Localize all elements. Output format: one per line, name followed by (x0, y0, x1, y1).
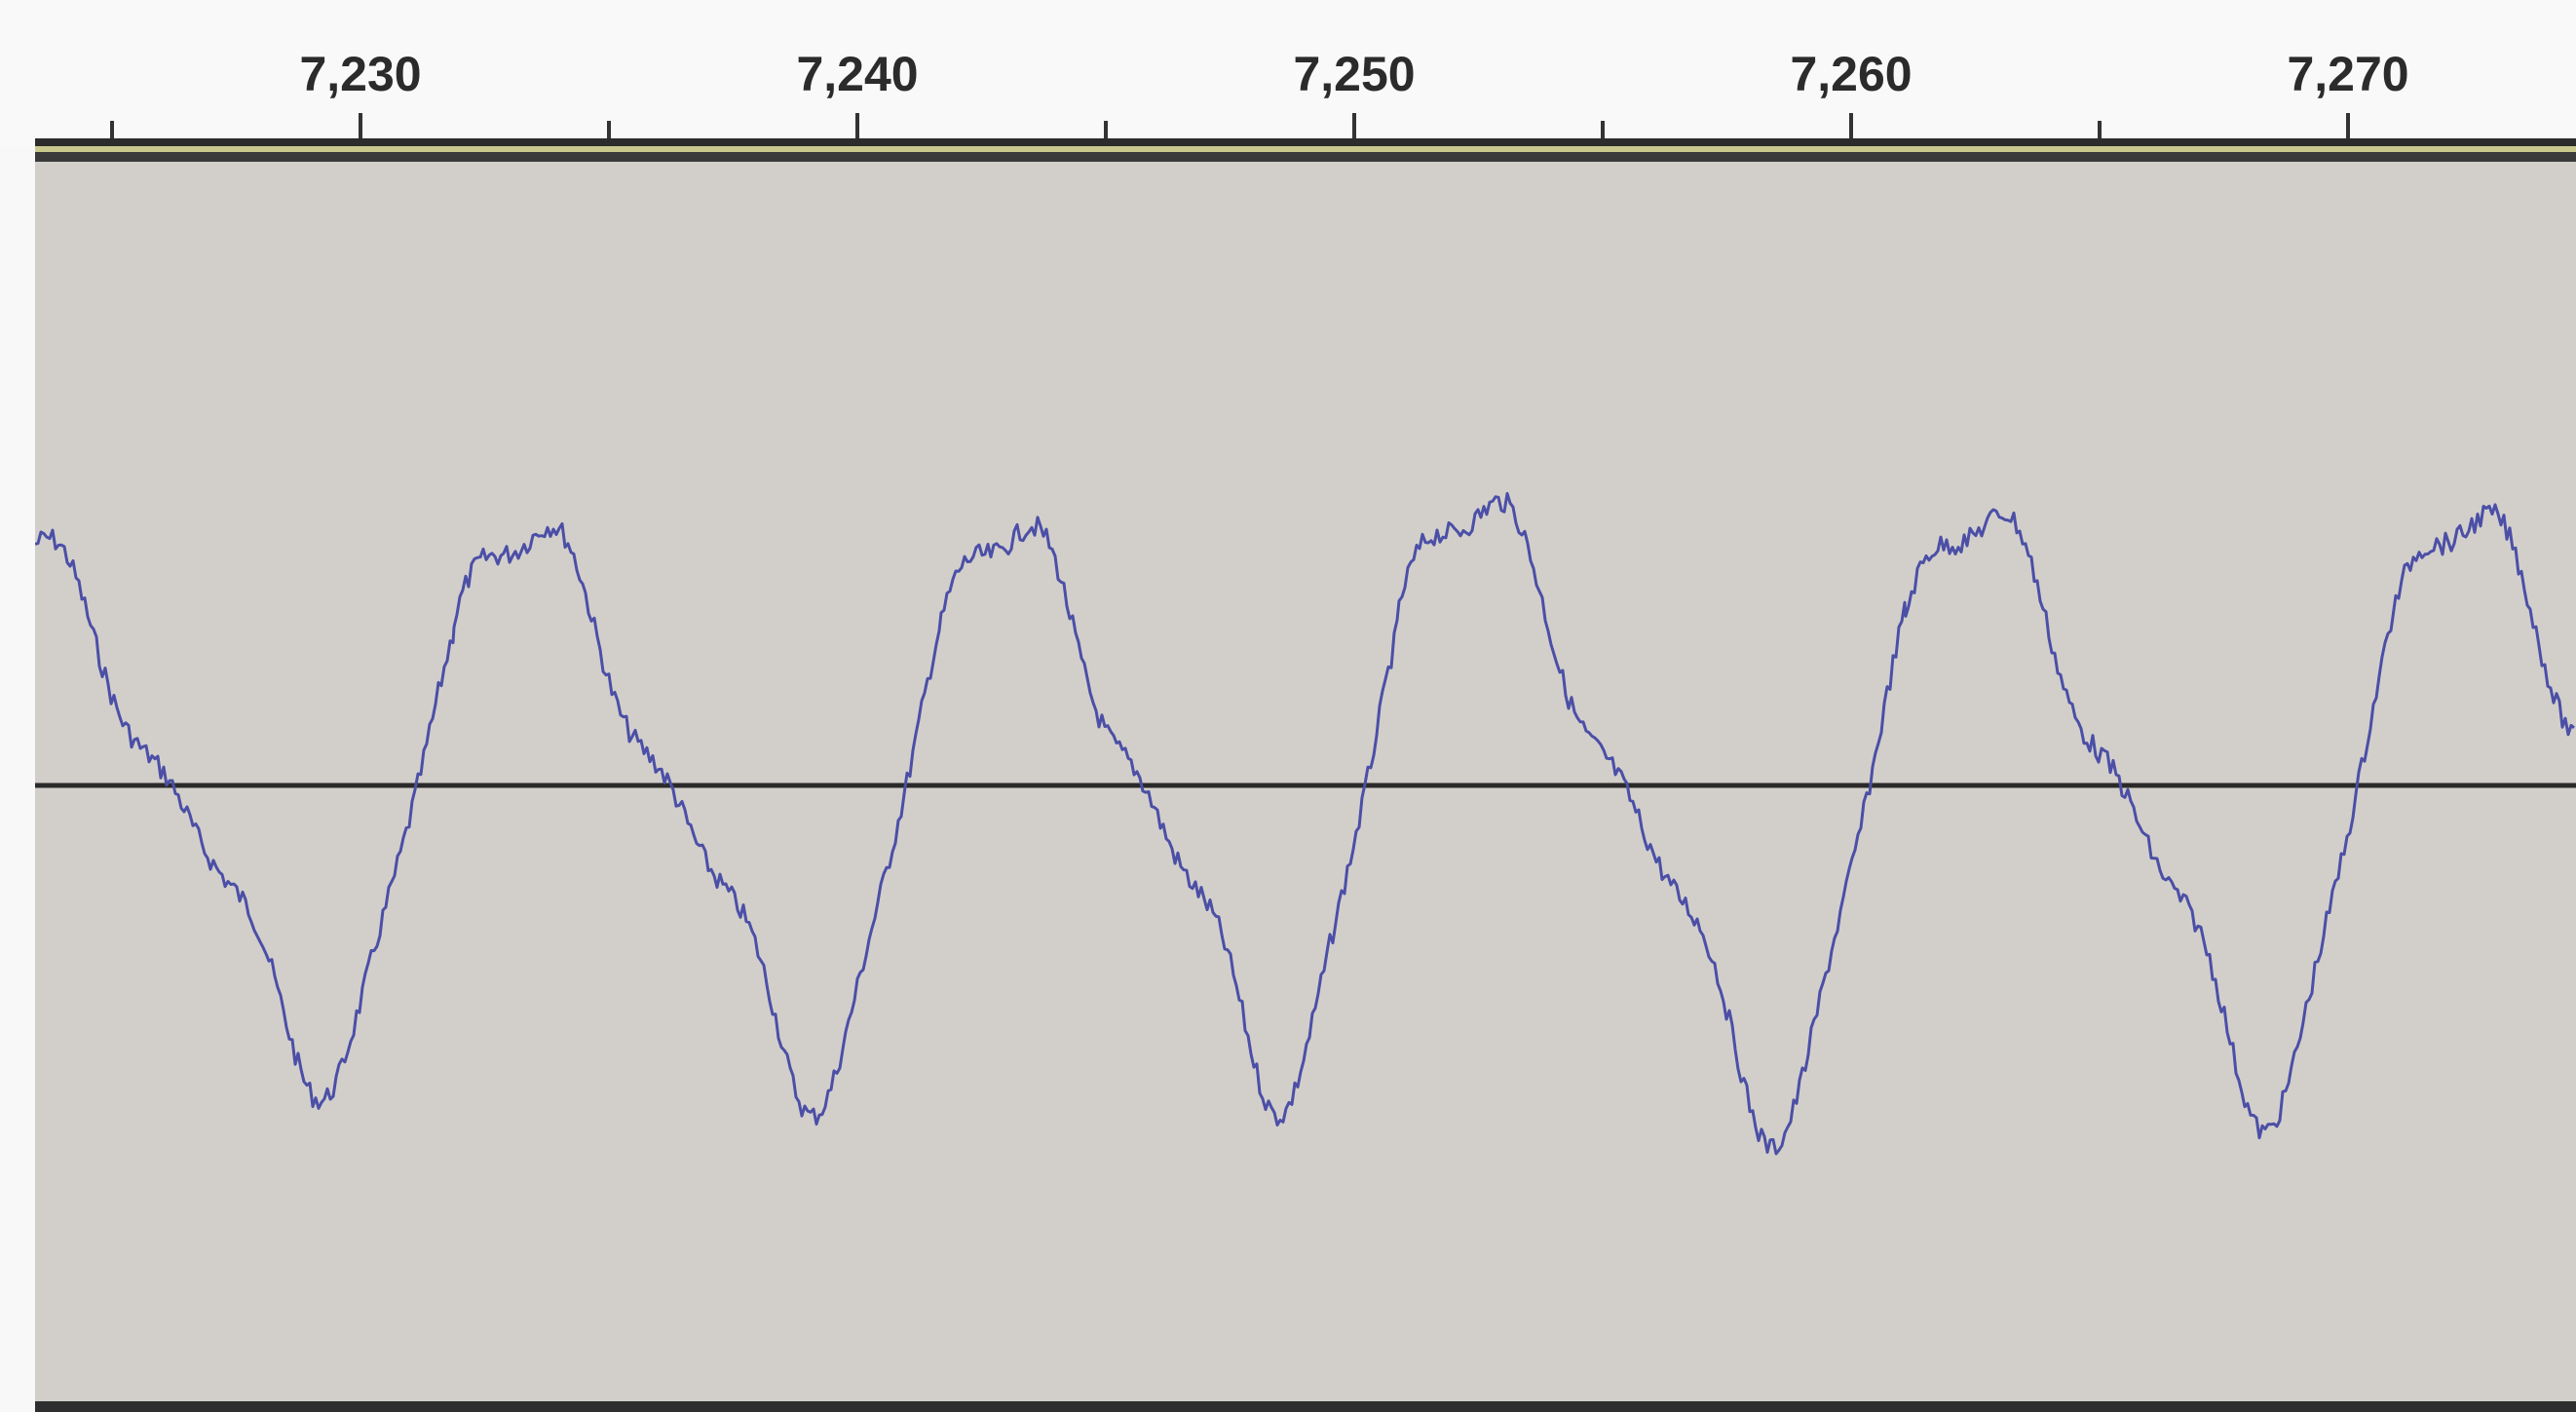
tick-label-7260: 7,260 (1790, 47, 1913, 101)
major-tick (1352, 113, 1356, 138)
major-tick (2346, 113, 2350, 138)
waveform[interactable] (35, 162, 2576, 1401)
minor-tick (2098, 121, 2102, 138)
major-tick (1849, 113, 1853, 138)
time-ruler[interactable]: 7,230 7,240 7,250 7,260 7,270 (0, 0, 2576, 146)
tick-label-7240: 7,240 (796, 47, 919, 101)
audio-track[interactable] (35, 162, 2576, 1401)
track-top-border-lower (35, 152, 2576, 162)
tick-label-7230: 7,230 (299, 47, 422, 101)
minor-tick (607, 121, 611, 138)
tick-label-7250: 7,250 (1293, 47, 1416, 101)
major-tick (855, 113, 859, 138)
minor-tick (110, 121, 114, 138)
major-tick (359, 113, 362, 138)
minor-tick (1104, 121, 1108, 138)
track-top-highlight (35, 146, 2576, 152)
tick-label-7270: 7,270 (2287, 47, 2409, 101)
track-bottom-border (35, 1401, 2576, 1412)
track-top-border (35, 138, 2576, 146)
waveform-line (35, 491, 2575, 1156)
minor-tick (1601, 121, 1605, 138)
